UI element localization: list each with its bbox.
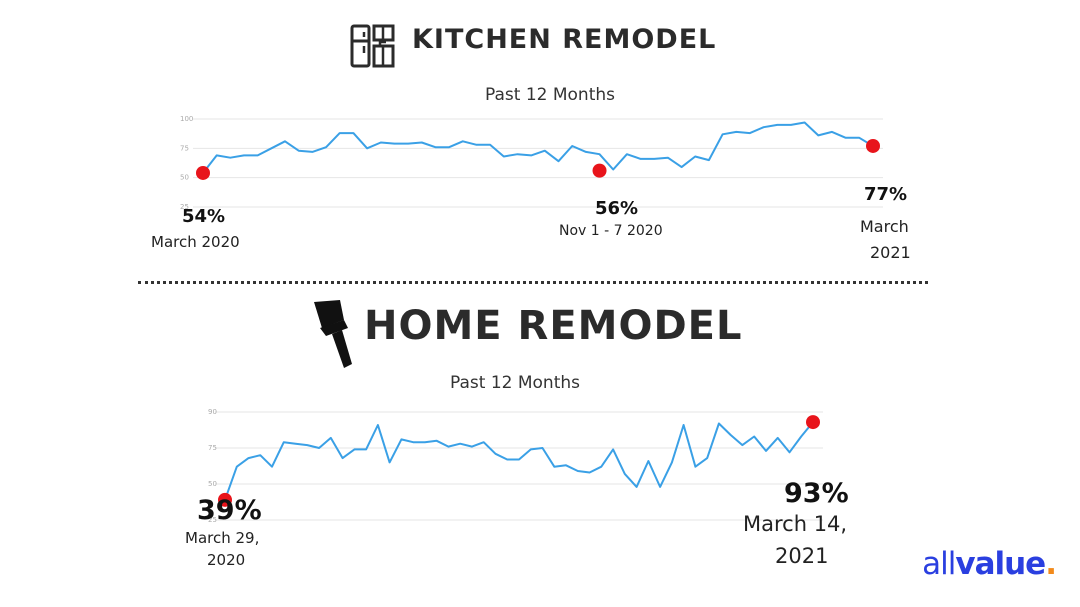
highlight-date: 2020 [207, 551, 246, 569]
highlight-date: March 29, [185, 529, 260, 547]
highlight-marker [866, 138, 880, 153]
highlight-value: 56% [595, 198, 639, 219]
chart-subtitle: Past 12 Months [450, 373, 581, 393]
highlight-marker [592, 163, 607, 178]
logo-part2: value [955, 546, 1046, 582]
y-tick-label: 75 [208, 444, 217, 452]
chart-title: KITCHEN REMODEL [412, 24, 717, 55]
highlight-date: 2021 [870, 243, 911, 262]
highlight-date: March 2020 [151, 233, 240, 251]
highlight-date: March 14, [743, 512, 848, 536]
highlight-marker [806, 415, 820, 430]
y-tick-label: 25 [208, 516, 217, 524]
highlight-value: 93% [784, 478, 849, 509]
highlight-marker [218, 492, 232, 507]
allvalue-logo: allvalue. [922, 546, 1057, 582]
chart-subtitle: Past 12 Months [485, 85, 616, 105]
highlight-value: 54% [182, 206, 226, 227]
logo-part1: all [922, 546, 956, 582]
paintbrush-icon [310, 298, 356, 374]
kitchen-icon [350, 24, 396, 72]
highlight-value: 77% [864, 184, 908, 205]
section-divider [138, 281, 928, 284]
y-tick-label: 50 [180, 174, 189, 182]
highlight-date: March [860, 217, 909, 236]
highlight-marker [196, 165, 210, 180]
highlight-date: 2021 [775, 544, 829, 568]
highlight-value: 39% [197, 495, 262, 526]
y-tick-label: 90 [208, 408, 217, 416]
logo-dot: . [1045, 546, 1057, 582]
y-tick-label: 100 [180, 115, 193, 123]
series-line [224, 421, 814, 501]
series-line [202, 121, 874, 174]
highlight-date: Nov 1 - 7 2020 [559, 223, 663, 239]
y-tick-label: 75 [180, 144, 189, 152]
y-tick-label: 50 [208, 480, 217, 488]
chart-title: HOME REMODEL [364, 303, 743, 349]
y-tick-label: 25 [180, 203, 189, 211]
